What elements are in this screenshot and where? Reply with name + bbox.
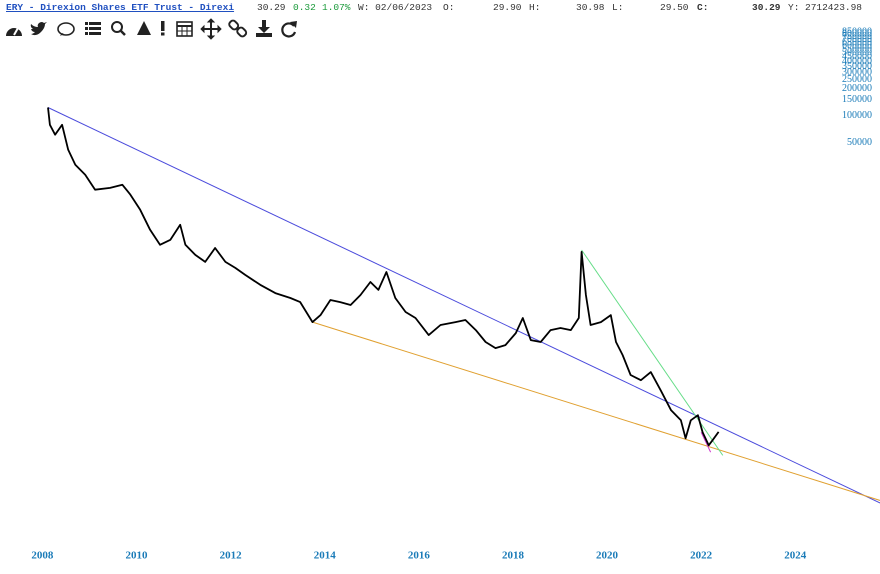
move-icon[interactable] [200,18,222,40]
y-tick-label: 300000 [842,67,872,78]
y-value: 2712423.98 [805,2,863,13]
change-pct: 1.07% [322,2,351,13]
low: 29.50 [660,2,689,13]
y-tick-label: 150000 [842,94,872,105]
price-line [47,107,720,447]
y-tick-label: 250000 [842,74,872,85]
high-label: H: [529,2,541,13]
y-tick-label: 850000 [842,26,872,37]
trendline [47,107,880,504]
y-tick-label: 200000 [842,83,872,94]
toolbar [6,18,297,40]
triangle-icon[interactable] [137,21,151,35]
x-tick-label: 2010 [125,550,148,562]
x-tick-label: 2018 [502,550,525,562]
dashboard-icon[interactable] [6,27,22,36]
trendline [312,321,880,501]
alert-icon[interactable] [161,21,165,36]
y-tick-label: 600000 [842,40,872,51]
calendar-icon[interactable] [176,21,193,37]
y-tick-label: 350000 [842,61,872,72]
ticker-title[interactable]: ERY - Direxion Shares ETF Trust - Direxi [6,2,235,13]
y-tick-label: 750000 [842,31,872,42]
low-label: L: [612,2,624,13]
change: 0.32 [293,2,316,13]
open-label: O: [443,2,455,13]
link-icon[interactable] [228,19,248,38]
x-tick-label: 2022 [690,550,713,562]
y-label: Y: [788,2,800,13]
high: 30.98 [576,2,605,13]
y-tick-label: 700000 [842,34,872,45]
last: 30.29 [257,2,286,13]
y-tick-label: 550000 [842,43,872,54]
close-label: C: [697,2,709,13]
comment-icon[interactable] [57,22,75,36]
x-tick-label: 2008 [31,550,54,562]
close: 30.29 [752,2,781,13]
trendline [700,432,712,453]
x-tick-label: 2016 [408,550,431,562]
download-icon[interactable] [256,20,272,37]
refresh-icon[interactable] [281,21,297,38]
y-tick-label: 450000 [842,51,872,62]
x-tick-label: 2012 [220,550,243,562]
y-tick-label: 400000 [842,56,872,67]
y-tick-label: 100000 [842,110,872,121]
x-tick-label: 2024 [784,550,807,562]
list-icon[interactable] [85,22,101,35]
y-tick-label: 50000 [847,137,872,148]
search-icon[interactable] [111,21,126,36]
date: W: 02/06/2023 [358,2,433,13]
x-tick-label: 2020 [596,550,619,562]
twitter-icon[interactable] [30,22,47,36]
trendline [581,249,724,456]
y-tick-label: 800000 [842,29,872,40]
open: 29.90 [493,2,522,13]
y-tick-label: 500000 [842,47,872,58]
x-tick-label: 2014 [314,550,337,562]
y-tick-label: 650000 [842,37,872,48]
